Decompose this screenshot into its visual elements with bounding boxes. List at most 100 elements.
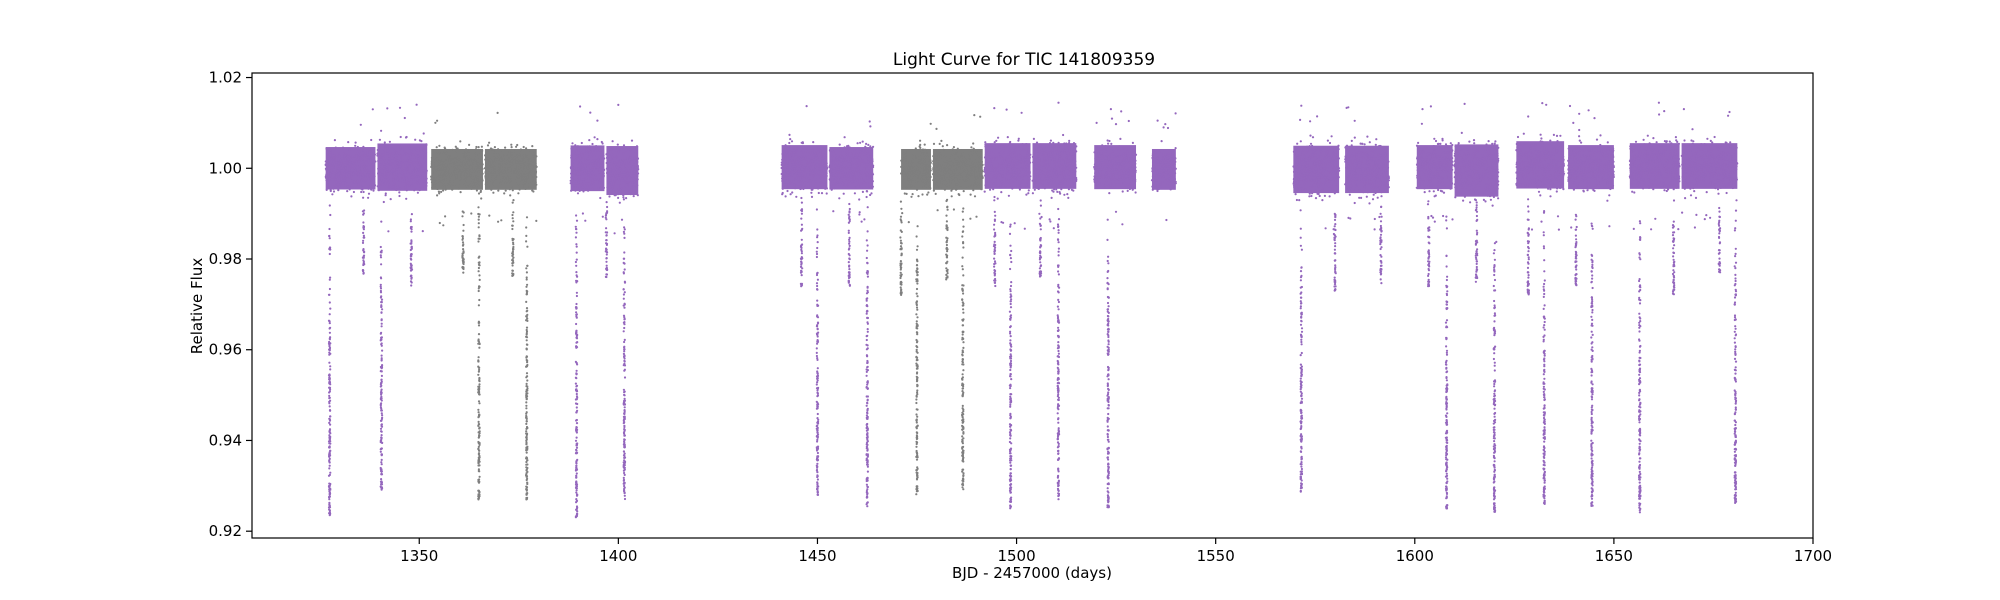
flux-point [996,197,999,200]
flux-point [824,156,827,159]
flux-point [364,169,367,172]
flux-point [361,149,365,152]
flux-point [846,178,849,181]
flux-point [591,166,595,169]
flux-point [1157,175,1160,178]
flux-point [1169,167,1172,170]
flux-point [394,163,397,166]
flux-point [1109,174,1112,177]
flux-point [1111,184,1114,187]
flux-point [795,153,798,156]
flux-point [331,193,334,196]
flux-point [359,173,362,176]
flux-point [607,153,610,156]
flux-point [351,179,354,182]
flux-point [1373,217,1376,221]
flux-point [1005,177,1008,180]
flux-point [1373,183,1376,187]
flux-point [390,172,393,175]
flux-point [1305,167,1308,170]
flux-point [860,159,864,163]
flux-point [574,185,577,188]
flux-point [357,160,360,163]
flux-point [1100,185,1103,188]
flux-point [366,149,369,152]
flux-point [340,169,343,172]
flux-point [386,168,389,171]
flux-point [846,149,849,152]
flux-point [853,176,856,180]
flux-point [591,178,594,181]
flux-point [1095,154,1098,157]
flux-point [1297,178,1300,181]
flux-point [1074,150,1077,153]
flux-point [329,172,332,175]
flux-point [1325,156,1328,159]
flux-point [1015,156,1018,159]
flux-point [1430,186,1433,189]
flux-point [1310,166,1313,169]
flux-point [999,186,1002,189]
flux-segment [376,103,428,233]
flux-point [377,159,380,163]
flux-point [1355,169,1358,173]
flux-point [333,172,336,175]
flux-point [399,173,402,176]
flux-point [817,170,821,173]
flux-point [798,180,802,184]
flux-point [622,153,625,156]
flux-point [781,158,784,161]
flux-point [390,162,393,166]
flux-point [581,164,584,167]
flux-point [1040,177,1043,180]
flux-point [1370,166,1373,169]
flux-point [1021,175,1024,178]
flux-point [1324,176,1327,179]
flux-point [1336,153,1339,156]
flux-point [636,157,639,160]
flux-point [1299,163,1302,166]
flux-point [1352,188,1356,191]
flux-point [1118,145,1121,148]
flux-point [1421,108,1424,111]
flux-point [348,188,351,191]
flux-point [1072,160,1075,163]
flux-point [1061,149,1064,152]
flux-point [1307,186,1310,189]
flux-point [1358,188,1361,191]
flux-point [1374,151,1377,155]
flux-point [997,136,1000,139]
flux-point [620,182,623,185]
flux-point [1331,164,1334,167]
flux-point [816,163,820,167]
flux-point [1423,191,1426,194]
flux-point [597,186,600,190]
flux-point [1127,159,1130,162]
flux-point [358,169,361,172]
flux-point [581,174,584,177]
flux-point [794,165,797,168]
flux-point [1355,162,1358,165]
flux-point [1313,165,1316,168]
flux-point [1337,176,1340,179]
flux-point [416,181,419,185]
flux-point [1053,179,1056,182]
flux-point [359,175,362,178]
flux-point [352,190,355,194]
flux-point [1116,147,1119,150]
flux-point [1131,188,1134,191]
flux-point [1299,118,1302,121]
flux-point [369,185,373,188]
flux-point [788,180,791,183]
flux-point [1167,159,1170,162]
flux-point [1366,167,1369,171]
flux-point [1119,159,1122,163]
flux-point [362,190,365,194]
flux-point [597,178,600,181]
flux-point [840,169,843,172]
flux-point [1435,153,1438,156]
flux-point [620,218,624,221]
flux-point [1073,169,1077,172]
flux-point [1353,155,1356,158]
flux-point [1018,180,1021,183]
